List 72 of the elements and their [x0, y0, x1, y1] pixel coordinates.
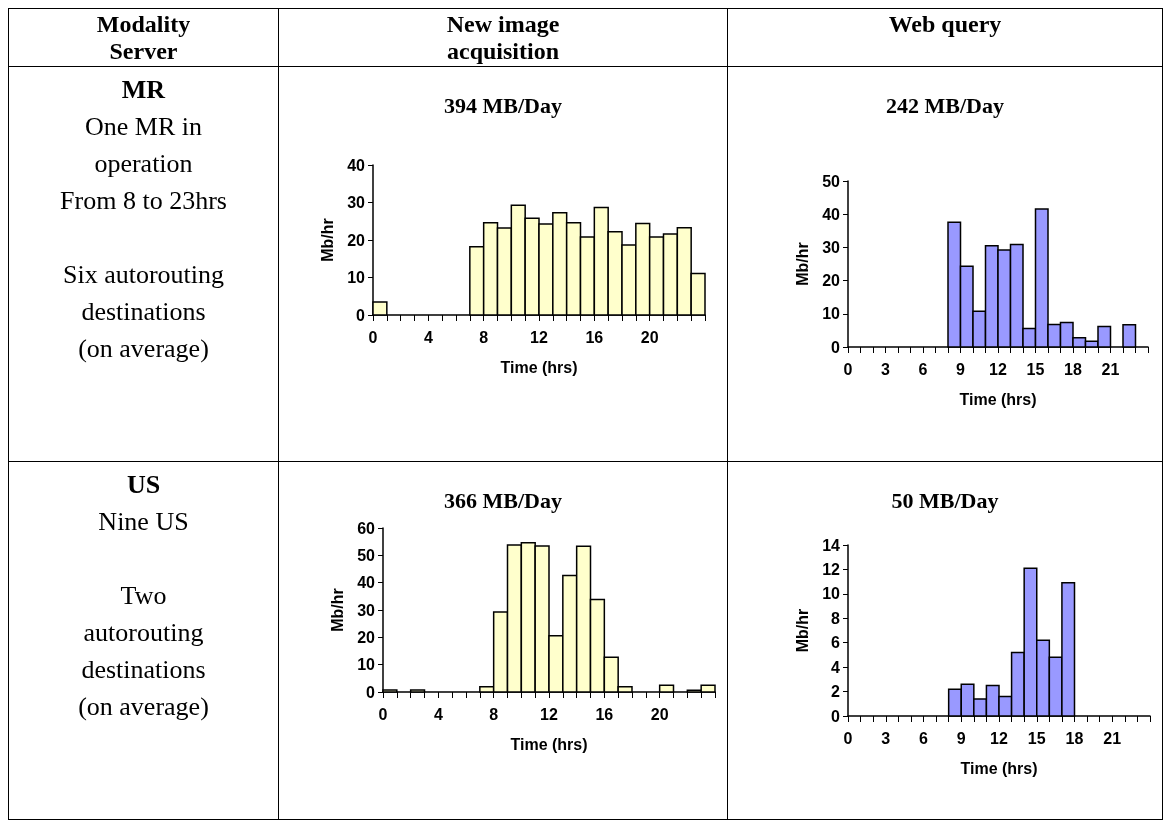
- text: Nine US: [97, 506, 190, 538]
- y-tick-label: 6: [831, 634, 841, 652]
- y-tick-label: 12: [822, 560, 841, 578]
- x-tick-label: 12: [990, 729, 1008, 747]
- y-tick-label: 50: [357, 546, 376, 564]
- x-tick-label: 20: [640, 328, 659, 346]
- y-tick-label: 20: [822, 272, 841, 290]
- x-tick-label: 3: [881, 360, 891, 378]
- x-tick-label: 6: [919, 729, 929, 747]
- x-tick-label: 18: [1064, 360, 1082, 378]
- x-tick-label: 12: [989, 360, 1007, 378]
- x-axis-title: Time (hrs): [510, 735, 588, 753]
- y-tick-label: 4: [831, 658, 841, 676]
- y-tick-label: 0: [366, 683, 376, 701]
- y-tick-label: 30: [357, 601, 376, 619]
- x-tick-label: 6: [918, 360, 928, 378]
- x-tick-label: 0: [843, 360, 853, 378]
- x-tick-label: 21: [1103, 729, 1122, 747]
- text: Web query: [728, 9, 1163, 67]
- chart-title: 242 MB/Day: [886, 92, 1004, 118]
- text: Modality Server: [9, 9, 279, 67]
- y-tick-label: 50: [822, 172, 841, 190]
- y-tick-label: 30: [347, 194, 366, 211]
- y-axis-title: Mb/hr: [328, 588, 346, 632]
- y-tick-label: 30: [822, 238, 841, 256]
- text: Two autorouting destinations (on average): [77, 580, 210, 723]
- x-tick-label: 9: [956, 729, 966, 747]
- x-axis-title: Time (hrs): [959, 390, 1037, 408]
- x-tick-label: 0: [378, 705, 388, 723]
- text: New image acquisition: [279, 9, 728, 67]
- x-axis-title: Time (hrs): [960, 759, 1038, 777]
- x-tick-label: 20: [650, 705, 669, 723]
- y-tick-label: 10: [822, 585, 841, 603]
- x-axis-title: Time (hrs): [500, 358, 578, 376]
- y-tick-label: 10: [822, 305, 841, 323]
- y-tick-label: 40: [822, 205, 841, 223]
- y-tick-label: 60: [357, 519, 376, 537]
- x-tick-label: 8: [489, 705, 499, 723]
- x-tick-label: 15: [1026, 360, 1045, 378]
- x-tick-label: 4: [433, 705, 443, 723]
- x-tick-label: 9: [956, 360, 966, 378]
- y-tick-label: 0: [356, 306, 366, 324]
- x-tick-label: 0: [843, 729, 853, 747]
- text: MR: [120, 74, 167, 106]
- x-tick-label: 4: [423, 328, 433, 346]
- y-tick-label: 10: [347, 269, 366, 286]
- x-tick-label: 21: [1101, 360, 1120, 378]
- chart-title: 394 MB/Day: [444, 92, 562, 118]
- y-tick-label: 8: [831, 609, 841, 627]
- y-tick-label: 20: [347, 231, 366, 249]
- x-tick-label: 18: [1065, 729, 1084, 747]
- x-tick-label: 8: [479, 328, 489, 346]
- x-tick-label: 12: [530, 328, 548, 346]
- text: One MR in operation From 8 to 23hrs: [59, 111, 228, 217]
- y-axis-title: Mb/hr: [318, 218, 336, 262]
- y-tick-label: 10: [357, 656, 376, 674]
- y-axis-title: Mb/hr: [793, 608, 811, 653]
- y-tick-label: 40: [357, 574, 376, 592]
- x-tick-label: 12: [540, 705, 558, 723]
- y-tick-label: 20: [357, 628, 376, 646]
- x-tick-label: 3: [881, 729, 891, 747]
- y-tick-label: 2: [831, 683, 841, 701]
- chart-title: 50 MB/Day: [891, 487, 999, 513]
- chart-title: 366 MB/Day: [444, 487, 562, 513]
- text: US: [125, 469, 162, 501]
- x-tick-label: 16: [585, 328, 604, 346]
- y-axis-title: Mb/hr: [793, 242, 811, 286]
- x-tick-label: 16: [595, 705, 614, 723]
- y-tick-label: 40: [347, 156, 366, 174]
- y-tick-label: 14: [822, 536, 841, 554]
- text: Six autorouting destinations (on average): [61, 259, 226, 365]
- x-tick-label: 15: [1027, 729, 1046, 747]
